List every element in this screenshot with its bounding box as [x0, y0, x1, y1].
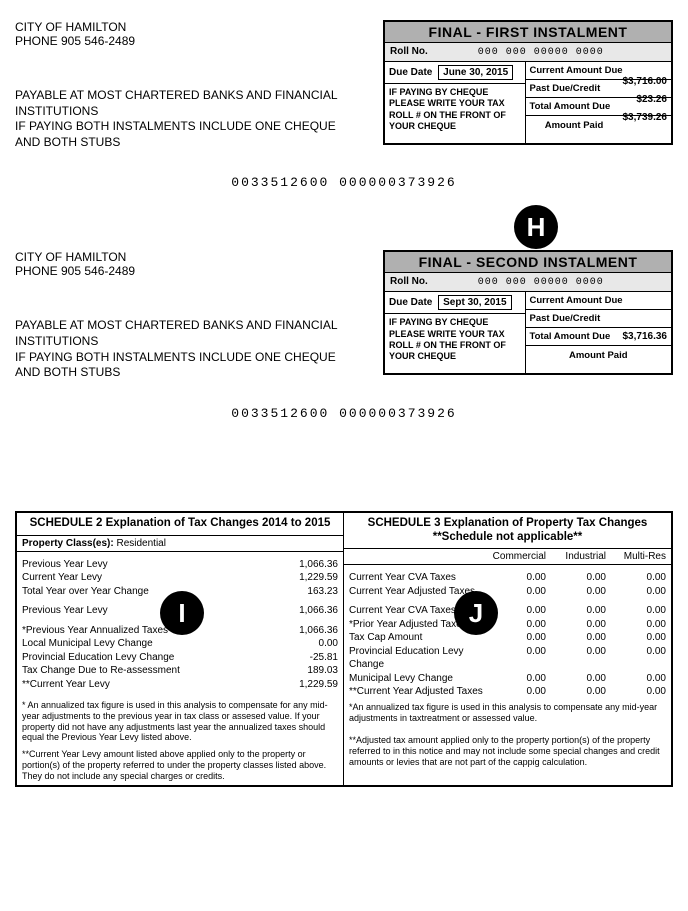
due-value: June 30, 2015 — [438, 65, 513, 80]
sched2-title: SCHEDULE 2 Explanation of Tax Changes 20… — [17, 513, 343, 536]
final-header: FINAL - FIRST INSTALMENT — [385, 22, 671, 43]
org-name: CITY OF HAMILTON — [15, 20, 360, 34]
sched-line: **Current Year Levy1,229.59 — [17, 678, 343, 692]
current-label: Current Amount Due — [530, 65, 623, 76]
sched-line: Previous Year Levy1,066.36 — [17, 558, 343, 572]
payable-line: PAYABLE AT MOST CHARTERED BANKS AND FINA… — [15, 88, 360, 119]
stub-second-instalment: CITY OF HAMILTON PHONE 905 546-2489 PAYA… — [15, 250, 673, 420]
total-value: $3,739.26 — [623, 112, 668, 123]
roll-value: 000 000 00000 0000 — [478, 47, 604, 58]
ocr-line: 0033512600 000000373926 — [15, 406, 673, 421]
final-header: FINAL - SECOND INSTALMENT — [385, 252, 671, 273]
org-name: CITY OF HAMILTON — [15, 250, 360, 264]
current-label: Current Amount Due — [530, 295, 623, 306]
org-phone: PHONE 905 546-2489 — [15, 34, 360, 48]
due-label: Due Date — [389, 67, 432, 78]
due-value: Sept 30, 2015 — [438, 295, 511, 310]
sched-line: Current Year Levy1,229.59 — [17, 571, 343, 585]
col-header: Multi-Res — [606, 551, 666, 562]
final-box: FINAL - FIRST INSTALMENT Roll No. 000 00… — [383, 20, 673, 145]
past-label: Past Due/Credit — [530, 83, 601, 94]
roll-label: Roll No. — [390, 46, 445, 57]
org-phone: PHONE 905 546-2489 — [15, 264, 360, 278]
payable-line: PAYABLE AT MOST CHARTERED BANKS AND FINA… — [15, 318, 360, 349]
sched-line: Current Year CVA Taxes0.000.000.00 — [344, 571, 671, 585]
roll-value: 000 000 00000 0000 — [478, 277, 604, 288]
sched-line: Local Municipal Levy Change0.00 — [17, 637, 343, 651]
schedules: SCHEDULE 2 Explanation of Tax Changes 20… — [15, 511, 673, 787]
prop-class-label: Property Class(es): — [22, 538, 114, 549]
roll-label: Roll No. — [390, 276, 445, 287]
final-box: FINAL - SECOND INSTALMENT Roll No. 000 0… — [383, 250, 673, 375]
sched-line: Tax Change Due to Re-assessment189.03 — [17, 664, 343, 678]
stub-first-instalment: CITY OF HAMILTON PHONE 905 546-2489 PAYA… — [15, 20, 673, 190]
current-value: $3,716.00 — [623, 76, 668, 87]
schedule-3: SCHEDULE 3 Explanation of Property Tax C… — [344, 513, 671, 785]
sched3-note: *An annualized tax figure is used in thi… — [344, 699, 671, 727]
sched-line: *Prior Year Adjusted Taxes0.000.000.00 — [344, 618, 671, 632]
sched-line: Municipal Levy Change0.000.000.00 — [344, 672, 671, 686]
cheque-note: IF PAYING BY CHEQUE PLEASE WRITE YOUR TA… — [385, 314, 525, 365]
total-label: Total Amount Due — [530, 101, 611, 112]
sched3-note: **Adjusted tax amount applied only to th… — [344, 732, 671, 770]
total-label: Total Amount Due — [530, 331, 611, 342]
past-value: $23.26 — [636, 94, 667, 105]
sched-line: Tax Cap Amount0.000.000.00 — [344, 631, 671, 645]
col-header: Commercial — [486, 551, 546, 562]
schedule-2: SCHEDULE 2 Explanation of Tax Changes 20… — [17, 513, 344, 785]
badge-j: J — [454, 591, 498, 635]
prop-class-value: Residential — [116, 538, 165, 549]
past-label: Past Due/Credit — [530, 313, 601, 324]
badge-i: I — [160, 591, 204, 635]
sched2-note: **Current Year Levy amount listed above … — [17, 746, 343, 784]
payable-line: IF PAYING BOTH INSTALMENTS INCLUDE ONE C… — [15, 119, 360, 150]
sched-line: Current Year Adjusted Taxes0.000.000.00 — [344, 585, 671, 599]
payable-line: IF PAYING BOTH INSTALMENTS INCLUDE ONE C… — [15, 350, 360, 381]
sched2-note: * An annualized tax figure is used in th… — [17, 697, 343, 746]
cheque-note: IF PAYING BY CHEQUE PLEASE WRITE YOUR TA… — [385, 84, 525, 135]
col-header: Industrial — [546, 551, 606, 562]
badge-h: H — [514, 205, 558, 249]
paid-label: Amount Paid — [526, 346, 672, 373]
sched-line: **Current Year Adjusted Taxes0.000.000.0… — [344, 685, 671, 699]
total-value: $3,716.36 — [623, 331, 668, 342]
sched-line: Provincial Education Levy Change-25.81 — [17, 651, 343, 665]
due-label: Due Date — [389, 297, 432, 308]
ocr-line: 0033512600 000000373926 — [15, 175, 673, 190]
sched-line: Provincial Education Levy Change0.000.00… — [344, 645, 671, 672]
sched3-title: SCHEDULE 3 Explanation of Property Tax C… — [344, 513, 671, 550]
sched-line: Current Year CVA Taxes0.000.000.00 — [344, 604, 671, 618]
